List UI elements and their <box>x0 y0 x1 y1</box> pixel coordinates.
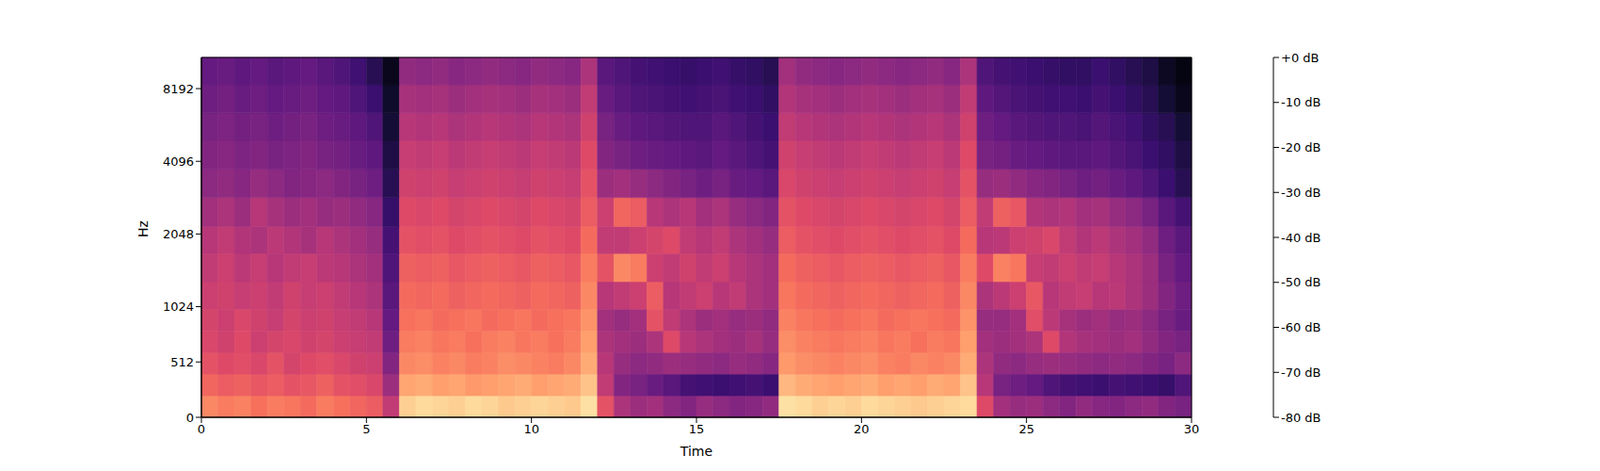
svg-text:Time: Time <box>679 443 713 459</box>
svg-text:512: 512 <box>170 354 194 369</box>
svg-text:8192: 8192 <box>162 81 194 96</box>
svg-text:-50 dB: -50 dB <box>1280 274 1322 289</box>
svg-text:2048: 2048 <box>162 226 194 241</box>
svg-text:0: 0 <box>186 410 194 425</box>
svg-text:-80 dB: -80 dB <box>1280 410 1322 425</box>
svg-text:20: 20 <box>853 421 870 436</box>
svg-text:0: 0 <box>197 421 206 436</box>
svg-text:+0 dB: +0 dB <box>1280 50 1319 65</box>
svg-text:10: 10 <box>523 421 540 436</box>
svg-text:30: 30 <box>1184 421 1200 436</box>
svg-text:15: 15 <box>688 421 705 436</box>
svg-text:5: 5 <box>362 421 370 436</box>
svg-text:-10 dB: -10 dB <box>1280 95 1322 110</box>
svg-text:-30 dB: -30 dB <box>1280 185 1322 200</box>
svg-text:4096: 4096 <box>162 154 194 169</box>
svg-text:25: 25 <box>1018 421 1035 436</box>
svg-text:-70 dB: -70 dB <box>1280 365 1322 380</box>
svg-text:-60 dB: -60 dB <box>1280 320 1322 335</box>
svg-text:-40 dB: -40 dB <box>1280 230 1322 245</box>
svg-text:-20 dB: -20 dB <box>1280 140 1322 155</box>
svg-text:1024: 1024 <box>162 299 194 314</box>
svg-text:Hz: Hz <box>135 220 151 238</box>
